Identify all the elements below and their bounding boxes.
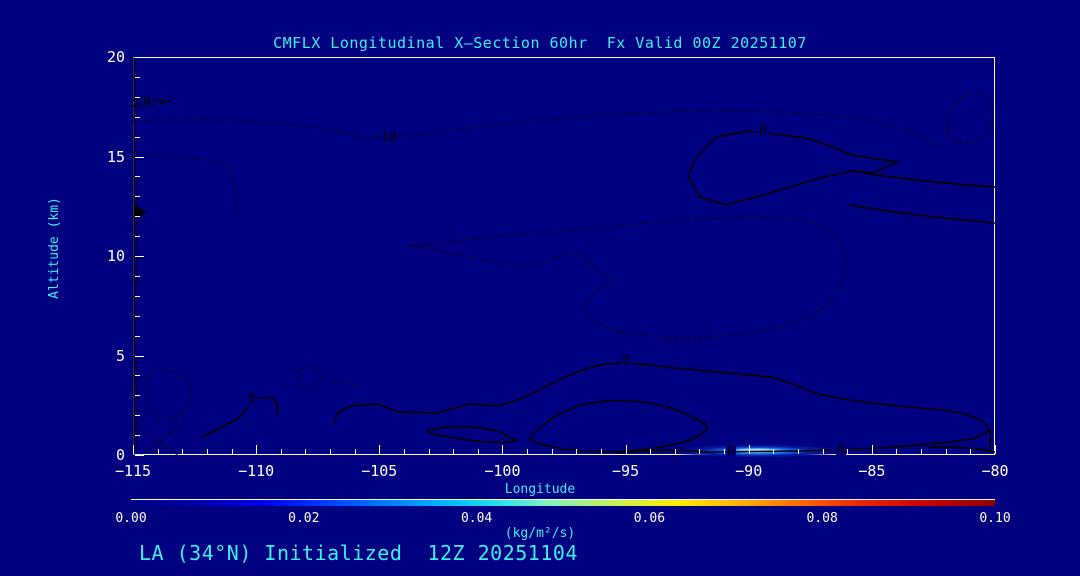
x-axis-minor-tick bbox=[305, 449, 307, 454]
y-axis-minor-tick bbox=[135, 315, 140, 317]
x-axis-minor-tick bbox=[576, 449, 578, 454]
contour-value-label: 0 bbox=[758, 123, 768, 139]
contour-value-label: −10 bbox=[372, 130, 398, 146]
x-axis-major-tick bbox=[625, 445, 627, 454]
x-tick-label: −110 bbox=[238, 462, 275, 480]
x-axis-label: Longitude bbox=[504, 482, 576, 497]
y-axis-major-tick bbox=[135, 156, 144, 158]
y-axis-major-tick bbox=[135, 256, 144, 257]
contour-value-label: 0 bbox=[726, 444, 736, 460]
left-axis-arrow-marker bbox=[134, 205, 147, 220]
y-tick-label: 0 bbox=[115, 446, 125, 464]
x-axis-minor-tick bbox=[724, 449, 726, 454]
y-axis-minor-tick bbox=[135, 435, 140, 437]
x-axis-minor-tick bbox=[822, 449, 824, 454]
y-axis-minor-tick bbox=[135, 176, 140, 178]
x-axis-minor-tick bbox=[428, 449, 430, 454]
x-axis-major-tick bbox=[256, 445, 258, 454]
colorbar-tick-label: 0.10 bbox=[979, 511, 1011, 526]
y-axis-minor-tick bbox=[135, 136, 140, 138]
contour-value-label: 0 bbox=[836, 442, 846, 458]
x-axis-minor-tick bbox=[403, 449, 405, 454]
x-axis-major-tick bbox=[133, 445, 134, 454]
colorbar bbox=[131, 499, 995, 506]
y-axis-minor-tick bbox=[135, 76, 140, 78]
y-tick-label: 10 bbox=[106, 247, 125, 265]
x-axis-minor-tick bbox=[527, 449, 529, 454]
x-axis-minor-tick bbox=[206, 449, 208, 454]
y-tick-label: 5 bbox=[115, 346, 125, 365]
x-axis-minor-tick bbox=[330, 449, 332, 454]
y-tick-label: 20 bbox=[106, 48, 125, 66]
x-tick-label: −80 bbox=[981, 462, 1009, 480]
x-axis-minor-tick bbox=[453, 449, 455, 454]
y-axis-minor-tick bbox=[135, 96, 140, 98]
chart-title: CMFLX Longitudinal X—Section 60hr Fx Val… bbox=[273, 34, 807, 52]
colorbar-tick-label: 0.08 bbox=[806, 511, 838, 526]
y-axis-minor-tick bbox=[135, 415, 140, 417]
x-axis-minor-tick bbox=[921, 449, 923, 454]
x-axis-minor-tick bbox=[674, 449, 676, 454]
x-axis-minor-tick bbox=[650, 449, 652, 454]
x-axis-minor-tick bbox=[896, 449, 898, 454]
x-axis-minor-tick bbox=[551, 449, 553, 454]
negative-contours-dashed bbox=[132, 91, 994, 457]
y-axis-major-tick bbox=[135, 57, 144, 58]
x-axis-minor-tick bbox=[970, 449, 972, 454]
x-axis-minor-tick bbox=[797, 449, 799, 454]
x-tick-label: −100 bbox=[484, 462, 521, 480]
x-axis-major-tick bbox=[502, 445, 504, 454]
x-axis-minor-tick bbox=[773, 449, 775, 454]
contour-value-label: 0 bbox=[142, 95, 152, 111]
y-axis-minor-tick bbox=[135, 395, 140, 397]
x-axis-major-tick bbox=[995, 445, 996, 454]
x-axis-minor-tick bbox=[477, 449, 479, 454]
colorbar-tick-label: 0.04 bbox=[460, 511, 493, 526]
x-axis-minor-tick bbox=[600, 449, 602, 454]
y-axis-minor-tick bbox=[135, 375, 140, 377]
y-axis-minor-tick bbox=[135, 275, 140, 277]
x-tick-label: −115 bbox=[114, 462, 152, 480]
x-axis-minor-tick bbox=[182, 449, 184, 454]
colorbar-tick-label: 0.00 bbox=[115, 511, 147, 526]
x-axis-minor-tick bbox=[945, 449, 947, 454]
x-axis-minor-tick bbox=[847, 449, 849, 454]
colorbar-tick-label: 0.06 bbox=[633, 511, 666, 526]
y-tick-label: 15 bbox=[106, 147, 125, 166]
x-tick-label: −105 bbox=[361, 462, 398, 480]
x-tick-label: −95 bbox=[612, 462, 640, 480]
y-axis-minor-tick bbox=[135, 236, 140, 238]
y-axis-minor-tick bbox=[135, 295, 140, 297]
x-axis-minor-tick bbox=[354, 449, 356, 454]
x-axis-major-tick bbox=[379, 445, 381, 454]
x-axis-minor-tick bbox=[231, 449, 233, 454]
x-axis-minor-tick bbox=[699, 449, 701, 454]
x-axis-minor-tick bbox=[157, 449, 159, 454]
y-axis-minor-tick bbox=[135, 335, 140, 337]
x-tick-label: −85 bbox=[858, 462, 886, 480]
colorbar-units-label: (kg/m²/s) bbox=[504, 526, 576, 541]
y-axis-major-tick bbox=[135, 355, 144, 357]
initialization-annotation: LA (34°N) Initialized 12Z 20251104 bbox=[139, 541, 578, 565]
zero-contours-solid bbox=[132, 57, 996, 455]
x-axis-major-tick bbox=[748, 445, 750, 454]
colorbar-tick-label: 0.02 bbox=[288, 511, 320, 526]
contour-value-label: 0 bbox=[621, 353, 631, 369]
y-axis-minor-tick bbox=[135, 216, 140, 218]
y-axis-minor-tick bbox=[135, 196, 140, 198]
y-axis-major-tick bbox=[135, 455, 144, 456]
x-axis-major-tick bbox=[871, 445, 873, 454]
y-axis-minor-tick bbox=[135, 116, 140, 118]
contour-value-label: 0 bbox=[247, 391, 257, 407]
x-axis-minor-tick bbox=[280, 449, 282, 454]
x-tick-label: −90 bbox=[735, 462, 763, 480]
